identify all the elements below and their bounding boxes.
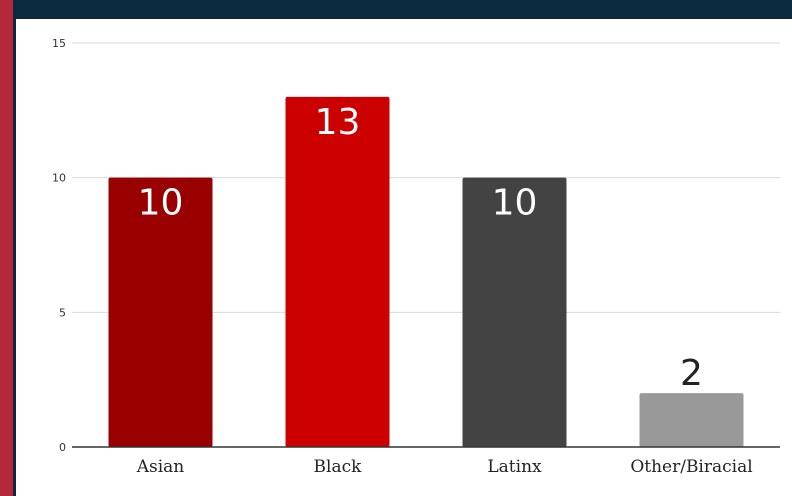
y-tick-label: 10 xyxy=(52,172,66,185)
y-tick-label: 15 xyxy=(52,37,66,50)
y-tick-label: 5 xyxy=(59,306,66,319)
bar-other-biracial xyxy=(639,393,744,447)
x-tick-label: Latinx xyxy=(487,457,542,477)
x-tick-label: Other/Biracial xyxy=(630,457,752,477)
data-label: 13 xyxy=(315,102,361,143)
x-tick-label: Black xyxy=(314,457,363,477)
x-tick-label: Asian xyxy=(136,457,185,477)
accent-bar xyxy=(0,0,13,496)
bar-latinx xyxy=(462,177,567,447)
data-label: 10 xyxy=(138,183,184,224)
data-label: 10 xyxy=(492,183,538,224)
y-tick-label: 0 xyxy=(59,441,66,454)
bar-asian xyxy=(108,177,213,447)
data-label: 2 xyxy=(680,353,703,394)
bar-black xyxy=(285,96,390,447)
